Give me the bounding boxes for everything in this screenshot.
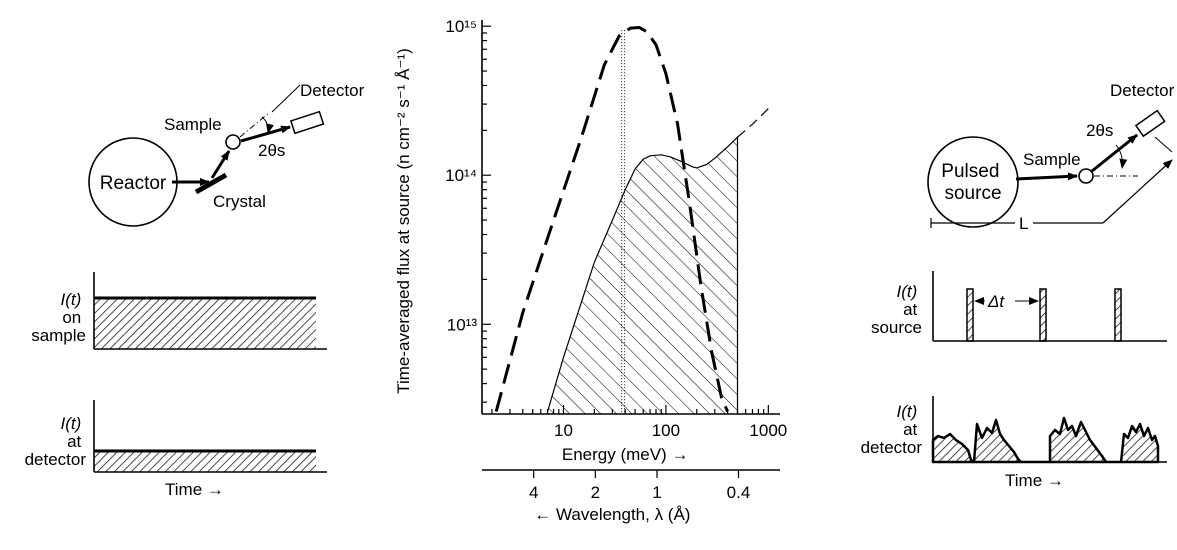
detector-label: Detector [300, 81, 365, 100]
detector-box [289, 110, 325, 135]
chart-lines [494, 25, 769, 414]
wavelength-tick-label: 4 [529, 483, 538, 502]
monochromatic-beam-arrow [210, 150, 231, 179]
wavelength-tick-label: 0.4 [727, 483, 751, 502]
constant-intensity-area [94, 298, 316, 349]
detector-label: Detector [1110, 81, 1175, 100]
y-tick-label: 10¹³ [447, 315, 478, 334]
source-pulse-3 [1114, 288, 1122, 342]
reactor-label: Reactor [100, 173, 167, 194]
pulsed-source-diagram: Pulsed source Sample Detector 2θs L [927, 81, 1175, 233]
intensity-at-source-plot: Δt I(t) at source [871, 271, 1167, 342]
pulsed-source-circle [927, 136, 1019, 228]
sample-circle [1078, 168, 1094, 184]
wavelength-axis: 4 2 1 0.4 [482, 469, 780, 502]
thermal-flux-series [494, 25, 729, 413]
x-axis-title: Energy (meV) → [562, 445, 689, 464]
cold-source-flux-area [547, 137, 738, 414]
x-tick-label: 10 [554, 421, 573, 440]
incident-beam-arrow [1015, 172, 1078, 181]
wavelength-tick-label: 1 [652, 483, 661, 502]
length-pointer-arrow [1102, 159, 1173, 224]
interval-label: Δt [987, 292, 1005, 311]
flight-path-segment [1154, 136, 1173, 153]
x-tick-label: 100 [652, 421, 680, 440]
left-panel: Reactor Crystal Sample Detector 2θs I(t)… [25, 81, 365, 499]
scattered-beam-arrow [240, 125, 291, 143]
flux-extension-series [737, 108, 769, 138]
pulsed-source-label: Pulsed source [941, 161, 1004, 204]
x-tick-label: 1000 [749, 421, 787, 440]
y-axis-label: I(t) at detector [861, 402, 923, 457]
length-label: L [1019, 214, 1028, 233]
angle-arc [1115, 144, 1128, 169]
y-axis-title: Time-averaged flux at source (n cm⁻² s⁻¹… [394, 48, 413, 394]
intensity-on-sample-plot: I(t) on sample [31, 272, 327, 350]
chart-ticks: 10 100 1000 10¹³ 10¹⁴ 10¹⁵ [445, 17, 787, 440]
crystal-shape [194, 172, 228, 195]
wavelength-tick-label: 2 [591, 483, 600, 502]
y-axis-label: I(t) at detector [25, 414, 87, 469]
time-of-flight-signal [931, 416, 1160, 464]
sample-circle [225, 134, 241, 150]
angle-arc [261, 116, 274, 134]
scattered-beam-arrow [1091, 133, 1138, 173]
y-tick-label: 10¹⁵ [445, 17, 477, 36]
flux-chart: 10 100 1000 10¹³ 10¹⁴ 10¹⁵ Time-averaged flux… [394, 17, 787, 524]
detector-box [1134, 109, 1166, 138]
y-axis-label: I(t) at source [871, 282, 922, 337]
reactor-diagram: Reactor Crystal Sample Detector 2θs [88, 81, 365, 227]
wavelength-axis-title: ← Wavelength, λ (Å) [534, 505, 690, 524]
y-tick-label: 10¹⁴ [445, 166, 477, 185]
cold-source-flux-outline [547, 135, 739, 414]
time-axis-label: Time → [165, 480, 224, 499]
constant-intensity-area [94, 451, 316, 472]
source-pulse-1 [966, 288, 974, 342]
source-pulse-2 [1039, 288, 1047, 342]
intensity-at-detector-plot: I(t) at detector Time → [25, 400, 327, 499]
chart-fills [547, 28, 738, 415]
detector-pointer-line [271, 84, 301, 113]
intensity-at-detector-plot: I(t) at detector Time → [861, 396, 1167, 490]
right-panel: Pulsed source Sample Detector 2θs L [861, 81, 1175, 490]
y-axis-label: I(t) on sample [31, 290, 86, 345]
angle-label: 2θs [1086, 121, 1113, 140]
time-axis-label: Time → [1005, 471, 1064, 490]
angle-label: 2θs [258, 141, 285, 160]
sample-label: Sample [1023, 150, 1081, 169]
sample-label: Sample [164, 115, 222, 134]
crystal-label: Crystal [213, 192, 266, 211]
